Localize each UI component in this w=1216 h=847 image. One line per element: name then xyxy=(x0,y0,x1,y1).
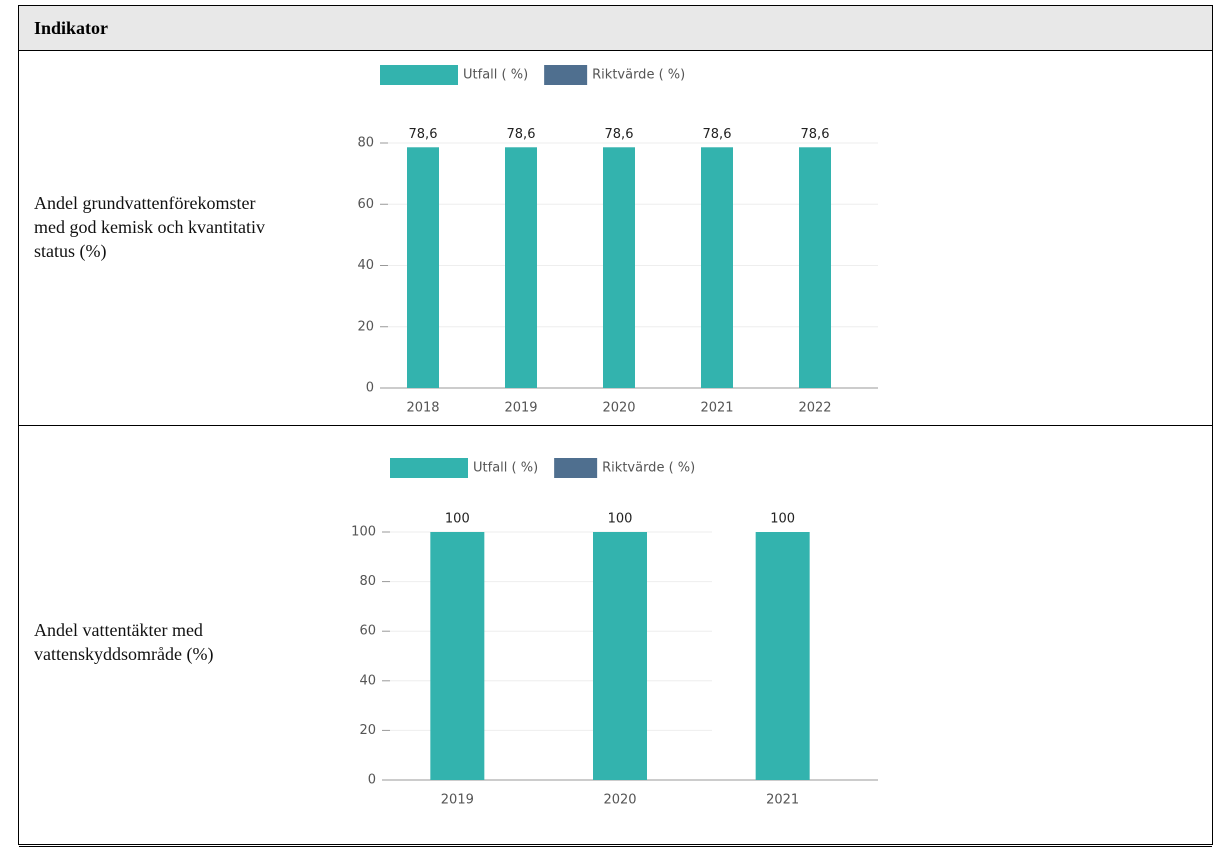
x-tick-label: 2020 xyxy=(602,401,635,416)
legend-label: Utfall ( %) xyxy=(473,461,538,476)
x-tick-label: 2020 xyxy=(603,793,636,808)
x-tick-label: 2018 xyxy=(406,401,439,416)
value-label: 100 xyxy=(445,512,470,527)
y-tick-label: 60 xyxy=(357,197,374,212)
y-tick-label: 40 xyxy=(359,673,376,688)
legend-label: Utfall ( %) xyxy=(463,68,528,83)
table-row: Andel grundvattenförekomster med god kem… xyxy=(19,51,1212,426)
y-tick-label: 20 xyxy=(359,723,376,738)
x-tick-label: 2021 xyxy=(766,793,799,808)
row-label: Andel grundvattenförekomster med god kem… xyxy=(34,193,265,261)
legend-label: Riktvärde ( %) xyxy=(602,461,695,476)
bar xyxy=(593,532,647,780)
y-tick-label: 80 xyxy=(359,574,376,589)
bar xyxy=(799,147,831,388)
y-tick-label: 20 xyxy=(357,319,374,334)
y-tick-label: 40 xyxy=(357,258,374,273)
legend-swatch xyxy=(380,65,458,85)
y-tick-label: 100 xyxy=(351,525,376,540)
y-tick-label: 80 xyxy=(357,136,374,151)
value-label: 78,6 xyxy=(605,127,634,142)
value-label: 78,6 xyxy=(409,127,438,142)
value-label: 100 xyxy=(770,512,795,527)
legend-label: Riktvärde ( %) xyxy=(592,68,685,83)
value-label: 78,6 xyxy=(507,127,536,142)
bar xyxy=(701,147,733,388)
x-tick-label: 2019 xyxy=(504,401,537,416)
legend-swatch xyxy=(554,458,598,478)
x-tick-label: 2022 xyxy=(798,401,831,416)
header-text: Indikator xyxy=(34,18,109,38)
value-label: 78,6 xyxy=(801,127,830,142)
legend-swatch xyxy=(544,65,588,85)
table-header: Indikator xyxy=(19,6,1212,51)
legend-swatch xyxy=(390,458,468,478)
x-tick-label: 2019 xyxy=(441,793,474,808)
x-tick-label: 2021 xyxy=(700,401,733,416)
value-label: 78,6 xyxy=(703,127,732,142)
bar xyxy=(430,532,485,780)
row-label: Andel vattentäkter med vattenskyddsområd… xyxy=(34,620,214,664)
bar xyxy=(603,147,635,388)
y-tick-label: 60 xyxy=(359,624,376,639)
indicator-table: Indikator Andel grundvattenförekomster m… xyxy=(18,5,1213,847)
bar xyxy=(755,532,810,780)
value-label: 100 xyxy=(608,512,633,527)
bar xyxy=(505,147,537,388)
y-tick-label: 0 xyxy=(368,773,376,788)
bar xyxy=(407,147,439,388)
y-tick-label: 0 xyxy=(366,381,374,396)
